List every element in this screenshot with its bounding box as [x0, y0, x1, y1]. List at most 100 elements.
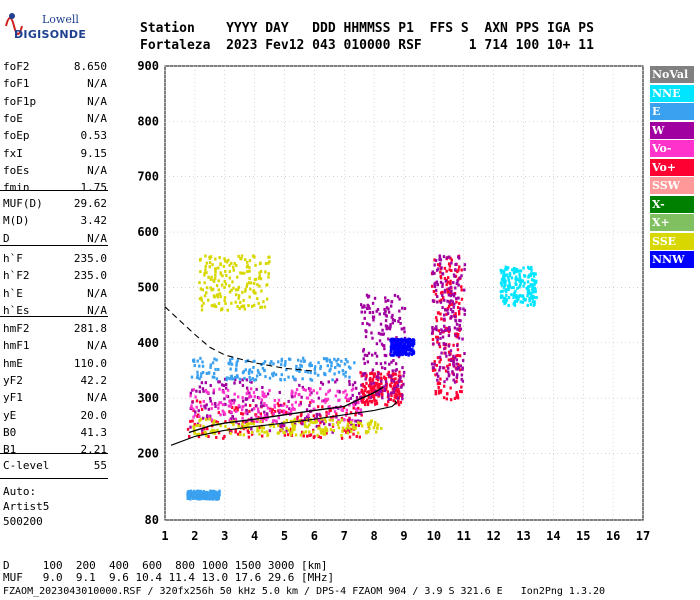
echo-mark [436, 283, 440, 287]
echo-mark [455, 297, 458, 301]
echo-mark [387, 307, 390, 311]
echo-mark [391, 387, 395, 391]
echo-mark [193, 422, 196, 426]
echo-mark [453, 396, 457, 400]
echo-mark [441, 335, 445, 339]
echo-mark [394, 346, 398, 350]
echo-mark [439, 336, 442, 340]
echo-mark [315, 414, 319, 418]
echo-mark [522, 266, 525, 270]
echo-mark [205, 434, 208, 438]
echo-mark [303, 359, 306, 363]
echo-mark [315, 420, 318, 424]
x-tick-label: 11 [457, 529, 471, 543]
echo-mark [454, 274, 458, 278]
echo-mark [535, 296, 538, 300]
echo-mark [448, 363, 451, 367]
echo-mark [259, 414, 263, 418]
echo-mark [448, 268, 451, 272]
echo-mark [402, 382, 405, 386]
echo-mark [446, 287, 449, 291]
param-value: N/A [87, 391, 107, 405]
echo-mark [198, 258, 202, 262]
echo-mark [447, 358, 451, 362]
echo-mark [518, 272, 521, 276]
echo-mark [385, 327, 388, 331]
echo-mark [256, 369, 260, 373]
echo-mark [443, 290, 446, 294]
echo-mark [210, 418, 214, 422]
echo-mark [208, 417, 211, 421]
echo-mark [390, 360, 393, 364]
echo-mark [523, 274, 526, 278]
echo-mark [437, 329, 441, 333]
echo-mark [200, 304, 204, 308]
echo-mark [346, 360, 349, 364]
echo-mark [193, 364, 196, 368]
echo-mark [296, 415, 299, 419]
echo-mark [315, 391, 319, 395]
echo-mark [366, 322, 369, 326]
param-row-hf: h`F 235.0 [3, 252, 107, 266]
echo-mark [388, 327, 392, 331]
echo-mark [195, 405, 198, 409]
echo-mark [330, 415, 333, 419]
echo-mark [397, 343, 400, 347]
echo-mark [367, 384, 371, 388]
echo-mark [191, 400, 194, 404]
echo-mark [512, 270, 516, 274]
echo-mark [363, 316, 366, 320]
echo-mark [359, 371, 362, 375]
echo-mark [260, 305, 263, 309]
echo-mark [238, 306, 241, 310]
echo-mark [230, 261, 233, 265]
echo-mark [241, 422, 244, 426]
legend-item-xplus: X+ [650, 214, 694, 231]
echo-mark [213, 492, 216, 496]
x-tick-label: 14 [546, 529, 560, 543]
echo-mark [217, 266, 220, 270]
echo-mark [318, 426, 321, 430]
echo-mark [442, 255, 446, 259]
echo-mark [276, 402, 280, 406]
echo-mark [528, 297, 531, 301]
param-row-b0: B0 41.3 [3, 426, 107, 440]
echo-mark [206, 497, 209, 501]
echo-mark [308, 393, 312, 397]
echo-mark [461, 337, 464, 341]
echo-mark [208, 492, 211, 496]
echo-mark [508, 284, 512, 288]
echo-mark [285, 405, 289, 409]
echo-mark [354, 413, 357, 417]
echo-mark [392, 344, 395, 348]
param-value: 42.2 [80, 373, 108, 387]
param-row-hmf2: hmF2 281.8 [3, 322, 107, 336]
echo-mark [354, 407, 358, 411]
echo-mark [239, 271, 242, 275]
echo-mark [449, 303, 452, 307]
echo-mark [239, 433, 242, 437]
echo-mark [331, 378, 334, 382]
echo-mark [439, 312, 442, 316]
echo-mark [247, 281, 251, 285]
echo-mark [317, 373, 320, 377]
echo-mark [302, 387, 305, 391]
echo-mark [240, 254, 244, 258]
echo-mark [277, 398, 281, 402]
echo-mark [411, 349, 415, 353]
echo-mark [391, 321, 394, 325]
echo-mark [446, 280, 450, 284]
echo-mark [526, 294, 529, 298]
echo-mark [208, 265, 211, 269]
echo-mark [195, 399, 199, 403]
echo-mark [294, 377, 297, 381]
echo-mark [348, 375, 351, 379]
param-name: yF2 [3, 373, 23, 387]
echo-mark [321, 399, 324, 403]
echo-mark [227, 258, 230, 262]
echo-mark [248, 375, 251, 379]
echo-mark [224, 383, 228, 387]
echo-mark [252, 289, 255, 293]
echo-mark [252, 399, 255, 403]
echo-mark [397, 355, 401, 359]
